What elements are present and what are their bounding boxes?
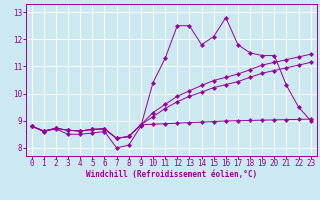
X-axis label: Windchill (Refroidissement éolien,°C): Windchill (Refroidissement éolien,°C) xyxy=(86,170,257,179)
